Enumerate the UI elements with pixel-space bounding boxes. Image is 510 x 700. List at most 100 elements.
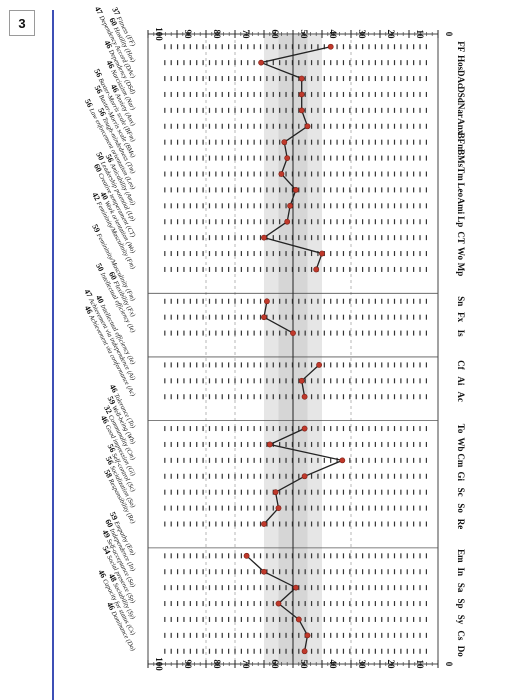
norm-tick	[247, 219, 249, 225]
norm-tick	[266, 44, 268, 50]
norm-tick	[202, 489, 204, 495]
norm-tick	[419, 426, 421, 432]
norm-tick	[400, 426, 402, 432]
norm-tick	[374, 171, 376, 177]
norm-tick	[374, 521, 376, 527]
norm-tick	[170, 314, 172, 320]
norm-tick	[368, 521, 370, 527]
norm-tick	[355, 632, 357, 638]
norm-tick	[330, 251, 332, 257]
norm-tick	[221, 107, 223, 113]
norm-tick	[253, 569, 255, 575]
norm-tick	[221, 330, 223, 336]
norm-tick	[387, 314, 389, 320]
norm-tick	[374, 91, 376, 97]
norm-tick	[247, 441, 249, 447]
norm-tick	[215, 139, 217, 145]
norm-tick	[291, 505, 294, 511]
norm-tick	[393, 60, 396, 66]
norm-tick	[419, 44, 421, 50]
norm-tick	[285, 266, 287, 272]
norm-tick	[349, 91, 351, 97]
norm-tick	[164, 505, 166, 511]
norm-tick	[234, 76, 236, 82]
norm-tick	[323, 521, 325, 527]
norm-tick	[196, 235, 198, 241]
norm-tick	[304, 251, 306, 257]
norm-tick	[228, 91, 230, 97]
norm-tick	[208, 76, 211, 82]
norm-tick	[310, 76, 313, 82]
norm-tick	[221, 489, 223, 495]
norm-tick	[285, 203, 287, 209]
norm-tick	[342, 235, 345, 241]
norm-tick	[266, 489, 268, 495]
norm-tick	[355, 139, 357, 145]
norm-tick	[164, 441, 166, 447]
norm-tick	[170, 155, 172, 161]
norm-tick	[240, 155, 242, 161]
norm-tick	[349, 378, 351, 384]
norm-tick	[298, 219, 300, 225]
norm-tick	[317, 616, 319, 622]
norm-tick	[279, 298, 281, 304]
norm-tick	[183, 601, 185, 607]
norm-tick	[387, 235, 389, 241]
norm-tick	[202, 394, 204, 400]
norm-tick	[189, 123, 191, 129]
norm-tick	[234, 266, 236, 272]
norm-tick	[272, 91, 274, 97]
norm-tick	[208, 139, 211, 145]
norm-tick	[208, 235, 211, 241]
norm-tick	[196, 139, 198, 145]
norm-tick	[323, 139, 325, 145]
norm-tick	[266, 60, 268, 66]
norm-tick	[362, 76, 364, 82]
norm-tick	[228, 394, 230, 400]
norm-tick	[400, 123, 402, 129]
scale-code-DAc: DAc	[456, 70, 466, 87]
norm-tick	[202, 171, 204, 177]
norm-tick	[368, 616, 370, 622]
norm-tick	[355, 251, 357, 257]
norm-tick	[176, 616, 179, 622]
norm-tick	[342, 139, 345, 145]
norm-tick	[234, 632, 236, 638]
norm-tick	[304, 203, 306, 209]
norm-tick	[202, 314, 204, 320]
norm-tick	[298, 187, 300, 193]
norm-tick	[381, 235, 383, 241]
norm-tick	[240, 107, 242, 113]
norm-tick	[215, 648, 217, 654]
norm-tick	[304, 457, 306, 463]
norm-tick	[221, 171, 223, 177]
norm-tick	[304, 219, 306, 225]
norm-tick	[183, 187, 185, 193]
norm-tick	[228, 585, 230, 591]
norm-tick	[393, 616, 396, 622]
norm-tick	[164, 235, 166, 241]
norm-tick	[323, 155, 325, 161]
norm-tick	[259, 314, 262, 320]
norm-tick	[247, 585, 249, 591]
norm-tick	[215, 489, 217, 495]
norm-tick	[393, 394, 396, 400]
norm-tick	[355, 378, 357, 384]
norm-tick	[304, 585, 306, 591]
norm-tick	[221, 394, 223, 400]
norm-tick	[215, 569, 217, 575]
norm-tick	[253, 648, 255, 654]
norm-tick	[221, 632, 223, 638]
norm-tick	[406, 235, 408, 241]
norm-tick	[393, 219, 396, 225]
norm-tick	[228, 426, 230, 432]
norm-tick	[221, 60, 223, 66]
norm-tick	[406, 155, 408, 161]
scale-name-labels: 46 Dominance (Do)46 Capacity for status …	[82, 5, 138, 652]
norm-tick	[374, 553, 376, 559]
norm-tick	[183, 60, 185, 66]
norm-tick	[330, 123, 332, 129]
norm-tick	[164, 251, 166, 257]
norm-tick	[272, 362, 274, 368]
axis-tick-label-30: 30	[357, 30, 367, 40]
